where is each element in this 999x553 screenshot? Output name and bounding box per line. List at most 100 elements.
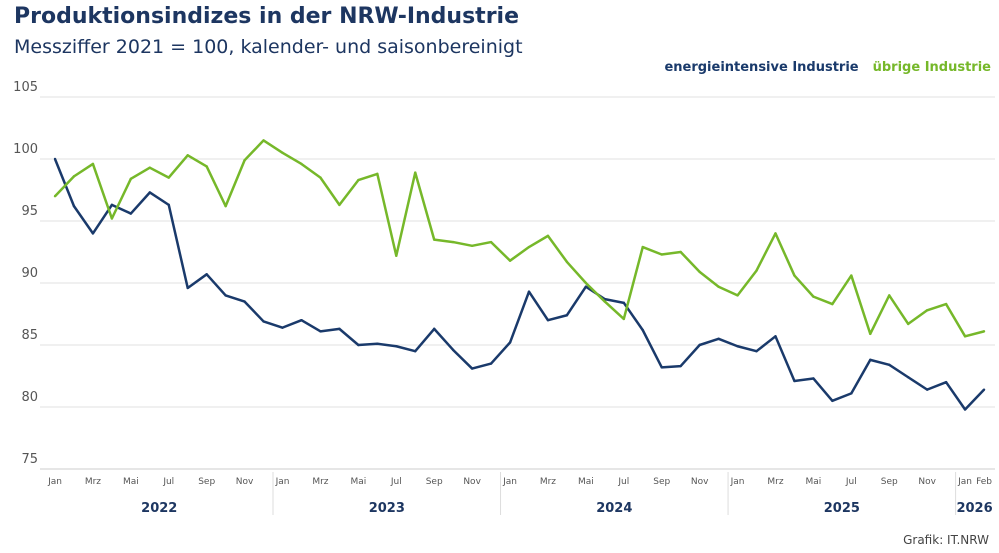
data-point: [91, 232, 95, 235]
data-point: [717, 337, 720, 340]
data-point: [660, 253, 663, 256]
x-tick-label: Jan: [502, 477, 517, 487]
data-point: [186, 286, 189, 290]
x-tick-label: Jan: [47, 477, 62, 487]
legend-energieintensive: energieintensive Industrie: [664, 60, 859, 75]
data-point: [489, 240, 493, 244]
data-point: [414, 350, 417, 353]
data-point: [774, 335, 777, 338]
x-tick-label: Sep: [198, 477, 215, 487]
x-tick-label: Nov: [691, 477, 709, 487]
data-point: [963, 408, 967, 411]
data-point: [546, 319, 550, 322]
data-point: [869, 358, 872, 362]
data-point: [963, 335, 967, 338]
data-point: [433, 327, 436, 331]
year-label: 2024: [596, 501, 632, 516]
y-tick-label: 75: [21, 452, 38, 467]
x-tick-label: Nov: [236, 477, 254, 487]
data-point: [925, 388, 929, 391]
x-tick-label: Jul: [162, 477, 174, 487]
data-point: [224, 294, 227, 297]
data-point: [679, 364, 682, 368]
data-point: [793, 379, 796, 383]
x-tick-label: Jul: [845, 477, 857, 487]
year-label: 2022: [141, 501, 177, 516]
data-point: [584, 281, 588, 285]
x-tick-label: Mai: [123, 477, 139, 487]
data-point: [205, 273, 208, 276]
data-point: [812, 377, 815, 380]
data-point: [433, 238, 436, 241]
data-point: [925, 309, 929, 312]
data-point: [774, 232, 777, 235]
x-tick-label: Jul: [617, 477, 629, 487]
data-point: [944, 302, 948, 306]
y-tick-label: 95: [21, 204, 38, 219]
x-tick-label: Mai: [578, 477, 594, 487]
data-point: [53, 157, 57, 161]
data-point: [451, 348, 455, 352]
data-point: [850, 392, 853, 395]
chart-title: Produktionsindizes in der NRW-Industrie: [14, 4, 520, 29]
x-tick-label: Nov: [918, 477, 936, 487]
data-point: [622, 301, 625, 305]
data-point: [205, 165, 208, 168]
x-tick-label: Mrz: [85, 477, 101, 487]
data-point: [167, 176, 170, 179]
data-point: [376, 342, 379, 345]
data-point: [565, 260, 569, 264]
x-tick-label: Mrz: [540, 477, 556, 487]
data-point: [869, 332, 872, 336]
data-point: [281, 326, 284, 329]
data-point: [338, 327, 341, 331]
data-point: [224, 204, 227, 208]
data-point: [148, 166, 151, 169]
data-point: [888, 294, 891, 297]
data-point: [944, 381, 948, 384]
data-point: [281, 151, 284, 154]
data-point: [527, 245, 531, 249]
data-point: [357, 343, 360, 347]
data-point: [888, 363, 891, 367]
x-tick-label: Sep: [653, 477, 670, 487]
x-tick-label: Jan: [957, 477, 972, 487]
x-tick-label: Sep: [426, 477, 443, 487]
data-point: [376, 172, 379, 176]
y-tick-label: 105: [13, 80, 38, 95]
data-point: [91, 162, 95, 166]
series-line-energieintensive: [53, 158, 985, 411]
data-point: [812, 295, 815, 298]
year-label: 2025: [824, 501, 860, 516]
data-point: [262, 320, 265, 323]
data-point: [129, 212, 133, 215]
series-line-uebrige: [54, 139, 985, 338]
x-tick-label: Feb: [976, 477, 992, 487]
data-point: [850, 274, 853, 277]
x-tick-label: Nov: [463, 477, 481, 487]
data-point: [72, 175, 76, 178]
data-point: [527, 290, 531, 293]
data-point: [698, 343, 701, 347]
data-point: [357, 178, 360, 182]
chart-subtitle: Messziffer 2021 = 100, kalender- und sai…: [14, 36, 523, 58]
data-point: [755, 269, 758, 272]
data-point: [243, 300, 246, 303]
data-point: [110, 203, 114, 207]
data-point: [546, 234, 550, 238]
data-point: [622, 317, 625, 321]
x-tick-label: Jul: [390, 477, 402, 487]
data-point: [167, 203, 170, 207]
data-point: [831, 302, 834, 306]
year-label: 2023: [369, 501, 405, 516]
data-point: [300, 319, 303, 322]
data-point: [129, 177, 133, 181]
y-tick-label: 85: [21, 328, 38, 343]
data-point: [72, 204, 76, 208]
x-tick-label: Sep: [881, 477, 898, 487]
data-point: [53, 195, 57, 198]
data-point: [262, 139, 265, 142]
data-point: [641, 328, 644, 332]
